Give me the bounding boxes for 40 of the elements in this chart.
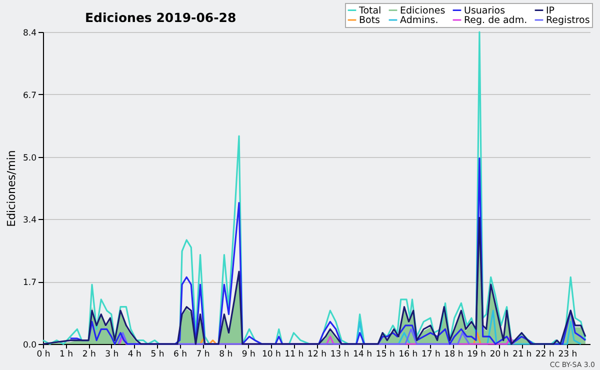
legend-label: Bots — [359, 15, 380, 26]
x-tick-label: 15 h — [376, 350, 395, 360]
y-tick-label: 6.7 — [22, 90, 36, 101]
x-tick-label: 10 h — [262, 350, 281, 360]
x-tick-label: 0 h — [36, 350, 50, 360]
y-tick-label: 8.4 — [22, 28, 36, 38]
chart-title: Ediciones 2019-06-28 — [85, 10, 236, 25]
legend-label: Total — [358, 5, 382, 16]
y-tick-label: 5.0 — [22, 153, 36, 164]
x-tick-label: 9 h — [242, 350, 256, 360]
legend-label: Reg. de adm. — [464, 15, 528, 26]
x-tick-label: 22 h — [535, 350, 554, 360]
y-tick-label: 0.0 — [22, 340, 36, 350]
x-tick-label: 11 h — [284, 350, 304, 360]
y-tick-label: 1.7 — [22, 278, 36, 288]
x-tick-label: 20 h — [490, 350, 509, 360]
x-tick-label: 19 h — [467, 350, 486, 360]
x-tick-label: 14 h — [353, 350, 372, 360]
x-tick-label: 21 h — [512, 350, 532, 360]
y-tick-label: 3.4 — [22, 216, 36, 226]
y-axis-title: Ediciones/min — [4, 150, 18, 227]
x-tick-label: 17 h — [422, 350, 440, 360]
x-tick-label: 18 h — [444, 350, 464, 360]
x-tick-label: 3 h — [105, 350, 119, 360]
legend-label: Registros — [546, 15, 590, 26]
x-tick-label: 4 h — [128, 350, 142, 360]
x-tick-label: 6 h — [174, 350, 187, 360]
legend-label: IP — [546, 5, 555, 16]
x-tick-label: 5 h — [150, 350, 164, 360]
legend-label: Admins. — [400, 15, 438, 26]
x-tick-label: 12 h — [308, 350, 326, 360]
x-tick-label: 2 h — [82, 350, 96, 360]
x-tick-label: 8 h — [219, 350, 233, 360]
x-tick-label: 23 h — [558, 350, 578, 360]
x-tick-label: 13 h — [330, 350, 350, 360]
legend-label: Ediciones — [400, 5, 446, 16]
x-tick-label: 16 h — [398, 350, 418, 360]
legend-label: Usuarios — [464, 5, 506, 16]
x-tick-label: 7 h — [196, 350, 210, 360]
x-tick-label: 1 h — [60, 350, 74, 360]
